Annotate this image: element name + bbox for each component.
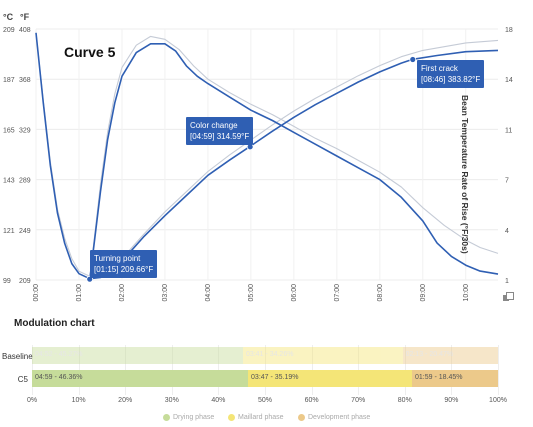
time-tick-label: 02:00 (119, 284, 126, 302)
ror-tick-label: 14 (505, 77, 513, 84)
ror-tick-label: 11 (505, 127, 512, 134)
legend-label: Development phase (308, 414, 371, 421)
c5-development-segment: 01:59 - 18.45% (412, 370, 498, 387)
celsius-tick-label: 99 (3, 278, 11, 285)
fahrenheit-tick-label: 329 (19, 127, 31, 134)
legend-maillard: Maillard phase (228, 414, 284, 421)
rate-of-rise-line (88, 43, 499, 281)
event-marker (409, 56, 417, 63)
time-tick-label: 07:00 (334, 284, 341, 302)
baseline-rate-of-rise-line (89, 35, 499, 281)
modulation-tick-label: 70% (351, 397, 366, 404)
time-tick-label: 00:00 (33, 284, 40, 302)
gridlines (35, 28, 498, 281)
turning-point-annotation: Turning point [01:15] 209.66°F (90, 250, 158, 278)
first-crack-label: First crack (421, 64, 458, 73)
color-change-value: [04:59] 314.59°F (190, 132, 250, 141)
turning-point-label: Turning point (94, 254, 141, 263)
legend-development: Development phase (298, 414, 370, 421)
segment-label: 03:41 - 34.26% (245, 351, 294, 358)
segment-label: 01:59 - 18.45% (415, 374, 463, 381)
modulation-tick-label: 20% (118, 397, 133, 404)
fahrenheit-tick-label: 249 (19, 228, 31, 235)
segment-label: 02:13 - 20.47% (405, 351, 454, 358)
c5-drying-segment: 04:59 - 46.36% (32, 370, 249, 387)
ror-tick-label: 1 (505, 278, 509, 285)
baseline-development-segment: 02:13 - 20.47% (402, 347, 498, 364)
row-label-c5: C5 (17, 375, 28, 384)
turning-point-value: [01:15] 209.66°F (94, 265, 154, 274)
baseline-temperature-line (35, 32, 499, 277)
baseline-drying-segment: 04:52 - 45.27% (32, 347, 243, 364)
time-tick-label: 05:00 (248, 284, 255, 302)
segment-label: 04:52 - 45.27% (35, 351, 83, 358)
expand-icon[interactable] (503, 292, 514, 301)
fahrenheit-tick-label: 368 (19, 77, 31, 84)
ror-tick-label: 4 (505, 228, 509, 235)
color-change-annotation: Color change [04:59] 314.59°F (186, 117, 254, 145)
celsius-tick-label: 121 (3, 228, 15, 235)
c5-maillard-segment: 03:47 - 35.19% (248, 370, 413, 387)
legend-dot (163, 414, 170, 421)
ror-tick-label: 7 (505, 178, 509, 185)
time-tick-label: 10:00 (463, 284, 470, 302)
celsius-tick-label: 209 (3, 27, 15, 34)
legend-label: Drying phase (173, 414, 215, 421)
legend-drying: Drying phase (163, 414, 214, 421)
time-tick-label: 03:00 (162, 284, 169, 302)
modulation-tick-label: 50% (257, 397, 273, 404)
time-tick-label: 01:00 (76, 284, 83, 302)
bean-temperature-line (35, 32, 499, 280)
axis-ticks: 209 408 18 187 368 14 165 329 11 143 289 7 121 249 4 99… (3, 27, 513, 302)
modulation-gridline (498, 345, 499, 395)
baseline-bar: 04:52 - 45.27% 03:41 - 34.26% 02:13 - 20… (32, 347, 498, 364)
legend-label: Maillard phase (238, 414, 284, 421)
celsius-unit-label: °C (3, 12, 14, 22)
time-tick-label: 06:00 (291, 284, 298, 302)
fahrenheit-tick-label: 209 (19, 278, 31, 285)
modulation-tick-label: 100% (489, 397, 507, 404)
modulation-chart-title: Modulation chart (14, 318, 95, 329)
segment-label: 04:59 - 46.36% (35, 374, 83, 381)
fahrenheit-unit-label: °F (20, 12, 30, 22)
celsius-tick-label: 165 (3, 127, 15, 134)
right-axis-label: Bean Temperature Rate of Rise (°F/30s) (460, 95, 470, 254)
chart-title: Curve 5 (64, 44, 116, 60)
ror-tick-label: 18 (505, 27, 513, 34)
time-tick-label: 04:00 (205, 284, 212, 302)
modulation-tick-label: 90% (444, 397, 459, 404)
row-label-baseline: Baseline (2, 352, 33, 361)
c5-bar: 04:59 - 46.36% 03:47 - 35.19% 01:59 - 18… (32, 370, 498, 387)
fahrenheit-tick-label: 289 (19, 178, 31, 185)
time-tick-label: 09:00 (420, 284, 427, 302)
first-crack-value: [08:46] 383.82°F (421, 75, 481, 84)
modulation-tick-label: 0% (26, 397, 38, 404)
modulation-tick-label: 60% (304, 397, 319, 404)
modulation-tick-label: 30% (164, 397, 179, 404)
legend-dot (228, 414, 235, 421)
time-tick-label: 08:00 (377, 284, 384, 302)
first-crack-annotation: First crack [08:46] 383.82°F (417, 60, 485, 88)
modulation-tick-label: 10% (71, 397, 86, 404)
celsius-tick-label: 187 (3, 77, 15, 84)
modulation-tick-label: 80% (397, 397, 412, 404)
legend-dot (298, 414, 305, 421)
color-change-label: Color change (190, 121, 238, 130)
fahrenheit-tick-label: 408 (19, 27, 31, 34)
baseline-maillard-segment: 03:41 - 34.26% (242, 347, 403, 364)
celsius-tick-label: 143 (3, 178, 15, 185)
curve-lines (35, 32, 499, 281)
event-markers (86, 56, 417, 283)
roast-curve-chart: 209 408 18 187 368 14 165 329 11 143 289 7 121 249 4 99… (3, 27, 513, 302)
modulation-tick-label: 40% (211, 397, 226, 404)
segment-label: 03:47 - 35.19% (251, 374, 299, 381)
